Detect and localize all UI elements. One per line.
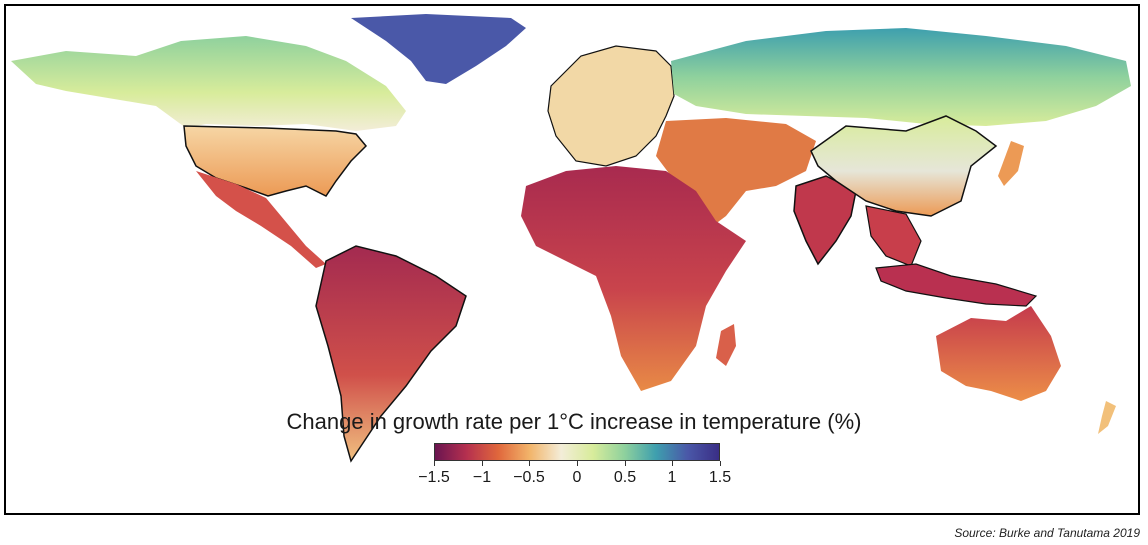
region-africa — [521, 166, 746, 391]
colorbar-tick-mark — [434, 461, 435, 466]
region-india — [793, 175, 857, 266]
colorbar-tick-label: 1 — [667, 469, 677, 486]
region-southeast-asia — [865, 205, 922, 267]
region-europe — [547, 45, 675, 167]
region-china — [810, 115, 998, 217]
legend-title: Change in growth rate per 1°C increase i… — [286, 409, 862, 434]
colorbar-tick-label: 0 — [572, 469, 582, 486]
region-greenland — [351, 14, 526, 84]
region-japan — [998, 141, 1024, 186]
region-new-zealand — [1098, 401, 1116, 434]
source-caption: Source: Burke and Tanutama 2019 — [954, 526, 1140, 540]
region-indonesia — [875, 263, 1038, 307]
region-central-america — [196, 171, 326, 268]
colorbar-tick-mark — [672, 461, 673, 466]
region-russia — [671, 28, 1131, 126]
colorbar-tick-label: 1.5 — [708, 469, 732, 486]
map-figure-frame: Change in growth rate per 1°C increase i… — [4, 4, 1140, 515]
colorbar-fill — [435, 444, 719, 460]
colorbar-tick-mark — [577, 461, 578, 466]
colorbar — [434, 443, 720, 461]
colorbar-tick-label: −0.5 — [513, 469, 545, 486]
colorbar-tick-label: 0.5 — [613, 469, 637, 486]
region-australia — [936, 306, 1061, 401]
region-canada — [11, 36, 406, 131]
colorbar-ticks: −1.5 −1 −0.5 0 0.5 1 1.5 — [6, 461, 1138, 491]
colorbar-tick-mark — [720, 461, 721, 466]
colorbar-tick-mark — [529, 461, 530, 466]
region-south-america — [315, 245, 467, 463]
colorbar-tick-mark — [625, 461, 626, 466]
region-united-states — [183, 125, 368, 197]
colorbar-tick-label: −1 — [472, 469, 492, 486]
colorbar-tick-mark — [482, 461, 483, 466]
colorbar-tick-label: −1.5 — [418, 469, 450, 486]
region-madagascar — [716, 324, 736, 366]
world-map — [11, 14, 1131, 463]
